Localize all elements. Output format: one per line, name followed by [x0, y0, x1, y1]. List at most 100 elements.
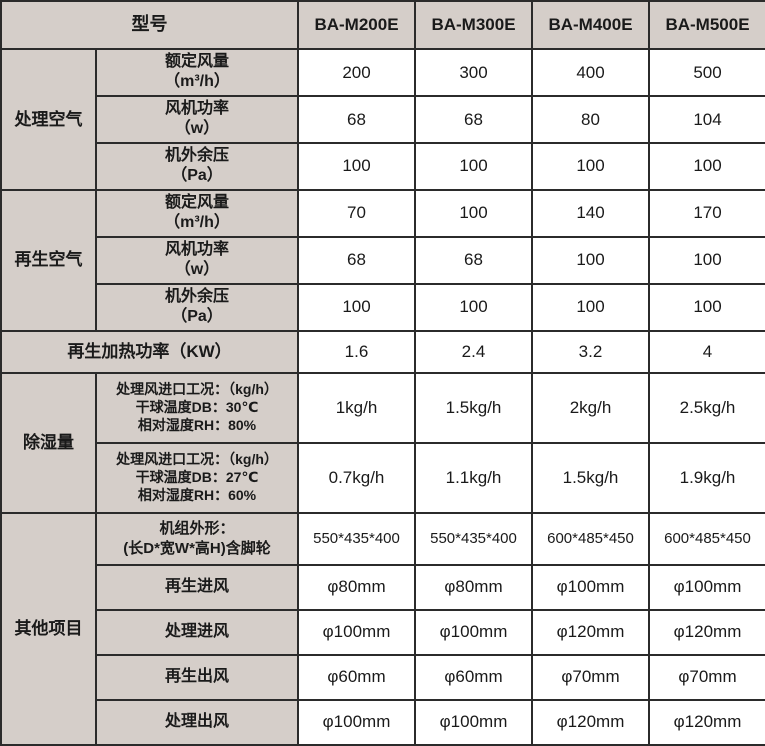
row-label-regeneration-heating-power: 再生加热功率（KW）	[0, 329, 299, 374]
row-label-process-inlet: 处理进风	[95, 608, 299, 656]
cell-value: 550*435*400	[297, 511, 416, 566]
row-label-line2: （w）	[174, 120, 220, 138]
table-row-regen-fan-power: 风机功率 （w） 68 68 100 100	[1, 235, 765, 285]
cell-value: 100	[414, 188, 533, 238]
row-label-unit-dimensions: 机组外形： (长D*宽W*高H)含脚轮	[95, 511, 299, 566]
row-label-rated-airflow: 额定风量 （m³/h）	[95, 48, 299, 97]
row-label-line1: 风机功率	[164, 99, 229, 117]
row-label-line2: （Pa）	[171, 167, 223, 185]
row-label-regeneration-outlet: 再生出风	[95, 653, 299, 701]
cell-value: φ100mm	[648, 563, 765, 611]
cell-value: φ100mm	[531, 563, 650, 611]
group-label-dehumidification-capacity: 除湿量	[0, 371, 97, 514]
cell-value: φ80mm	[414, 563, 533, 611]
cell-value: φ120mm	[648, 608, 765, 656]
cell-value: 100	[648, 141, 765, 191]
cell-value: φ100mm	[414, 608, 533, 656]
condition-line3: 相对湿度RH：80%	[137, 416, 257, 433]
cell-value: 2.5kg/h	[648, 371, 765, 444]
row-label-line1: 机外余压	[164, 146, 229, 164]
cell-value: 100	[648, 235, 765, 285]
table-row-process-static-pressure: 机外余压 （Pa） 100 100 100 100	[1, 141, 765, 191]
table-row-dehumidification-27c: 处理风进口工况：（kg/h） 干球温度DB：27℃ 相对湿度RH：60% 0.7…	[1, 441, 765, 514]
cell-value: 2kg/h	[531, 371, 650, 444]
row-label-process-outlet: 处理出风	[95, 698, 299, 746]
table-row-dehumidification-30c: 除湿量 处理风进口工况：（kg/h） 干球温度DB：30℃ 相对湿度RH：80%…	[0, 371, 765, 514]
group-label-other-items: 其他项目	[0, 511, 97, 746]
cell-value: 68	[414, 235, 533, 285]
cell-value: 1.5kg/h	[414, 371, 533, 444]
row-label-regeneration-inlet: 再生进风	[95, 563, 299, 611]
cell-value: 68	[297, 94, 416, 144]
table-row-regeneration-inlet: 再生进风 φ80mm φ80mm φ100mm φ100mm	[1, 563, 765, 611]
cell-value: 400	[531, 48, 650, 97]
table-row-regeneration-outlet: 再生出风 φ60mm φ60mm φ70mm φ70mm	[1, 653, 765, 701]
cell-value: 80	[531, 94, 650, 144]
cell-value: φ70mm	[648, 653, 765, 701]
cell-value: 0.7kg/h	[297, 441, 416, 514]
cell-value: 100	[414, 282, 533, 332]
row-label-line2: （w）	[174, 261, 220, 279]
model-header-ba-m400e: BA-M400E	[531, 0, 650, 50]
table-row-unit-dimensions: 其他项目 机组外形： (长D*宽W*高H)含脚轮 550*435*400 550…	[0, 511, 765, 746]
cell-value: 140	[531, 188, 650, 238]
row-label-line2: （m³/h）	[164, 214, 230, 232]
cell-value: 500	[648, 48, 765, 97]
condition-line1: 处理风进口工况：（kg/h）	[116, 450, 278, 467]
row-label-external-static-pressure: 机外余压 （Pa）	[95, 282, 299, 332]
table-row-process-inlet: 处理进风 φ100mm φ100mm φ120mm φ120mm	[1, 608, 765, 656]
cell-value: φ120mm	[648, 698, 765, 746]
condition-line3: 相对湿度RH：60%	[137, 486, 257, 503]
model-header-ba-m300e: BA-M300E	[414, 0, 533, 50]
row-label-fan-power: 风机功率 （w）	[95, 235, 299, 285]
table-row-regen-air-flow: 再生空气 额定风量 （m³/h） 70 100 140 170	[0, 188, 765, 332]
condition-line1: 处理风进口工况：（kg/h）	[116, 380, 278, 397]
cell-value: 1.5kg/h	[531, 441, 650, 514]
cell-value: 100	[648, 282, 765, 332]
cell-value: 104	[648, 94, 765, 144]
group-label-regeneration-air: 再生空气	[0, 188, 97, 332]
row-label-line1: 额定风量	[164, 53, 229, 70]
group-label-process-air: 处理空气	[0, 48, 97, 191]
row-label-line2: （m³/h）	[164, 73, 230, 91]
cell-value: 100	[531, 282, 650, 332]
cell-value: 1.1kg/h	[414, 441, 533, 514]
cell-value: 300	[414, 48, 533, 97]
row-label-rated-airflow: 额定风量 （m³/h）	[95, 188, 299, 238]
table-row-regen-static-pressure: 机外余压 （Pa） 100 100 100 100	[1, 282, 765, 332]
cell-value: 1.9kg/h	[648, 441, 765, 514]
row-label-inlet-condition-30c: 处理风进口工况：（kg/h） 干球温度DB：30℃ 相对湿度RH：80%	[95, 371, 299, 444]
cell-value: 100	[297, 282, 416, 332]
cell-value: 100	[531, 235, 650, 285]
model-header-ba-m200e: BA-M200E	[297, 0, 416, 50]
cell-value: 70	[297, 188, 416, 238]
cell-value: φ120mm	[531, 698, 650, 746]
cell-value: φ100mm	[297, 698, 416, 746]
cell-value: 600*485*450	[531, 511, 650, 566]
model-header-ba-m500e: BA-M500E	[648, 0, 765, 50]
row-label-line1: 额定风量	[164, 193, 229, 211]
cell-value: 200	[297, 48, 416, 97]
cell-value: φ70mm	[531, 653, 650, 701]
cell-value: φ60mm	[297, 653, 416, 701]
condition-line2: 干球温度DB：30℃	[135, 398, 259, 415]
table-row-regeneration-heating-power: 再生加热功率（KW） 1.6 2.4 3.2 4	[0, 329, 765, 374]
row-label-line2: （Pa）	[171, 308, 223, 326]
row-label-line1: 机外余压	[164, 287, 229, 305]
condition-line2: 干球温度DB：27℃	[135, 468, 259, 485]
dimension-label-line1: 机组外形：	[159, 520, 235, 538]
table-row-process-fan-power: 风机功率 （w） 68 68 80 104	[1, 94, 765, 144]
cell-value: φ60mm	[414, 653, 533, 701]
cell-value: 100	[297, 141, 416, 191]
cell-value: 170	[648, 188, 765, 238]
table-row-process-outlet: 处理出风 φ100mm φ100mm φ120mm φ120mm	[1, 698, 765, 746]
row-label-external-static-pressure: 机外余压 （Pa）	[95, 141, 299, 191]
cell-value: 4	[648, 329, 765, 374]
dimension-label-line2: (长D*宽W*高H)含脚轮	[123, 539, 271, 557]
row-label-fan-power: 风机功率 （w）	[95, 94, 299, 144]
cell-value: φ100mm	[297, 608, 416, 656]
cell-value: 1.6	[297, 329, 416, 374]
table-header-row: 型号 BA-M200E BA-M300E BA-M400E BA-M500E	[0, 0, 765, 50]
cell-value: φ100mm	[414, 698, 533, 746]
